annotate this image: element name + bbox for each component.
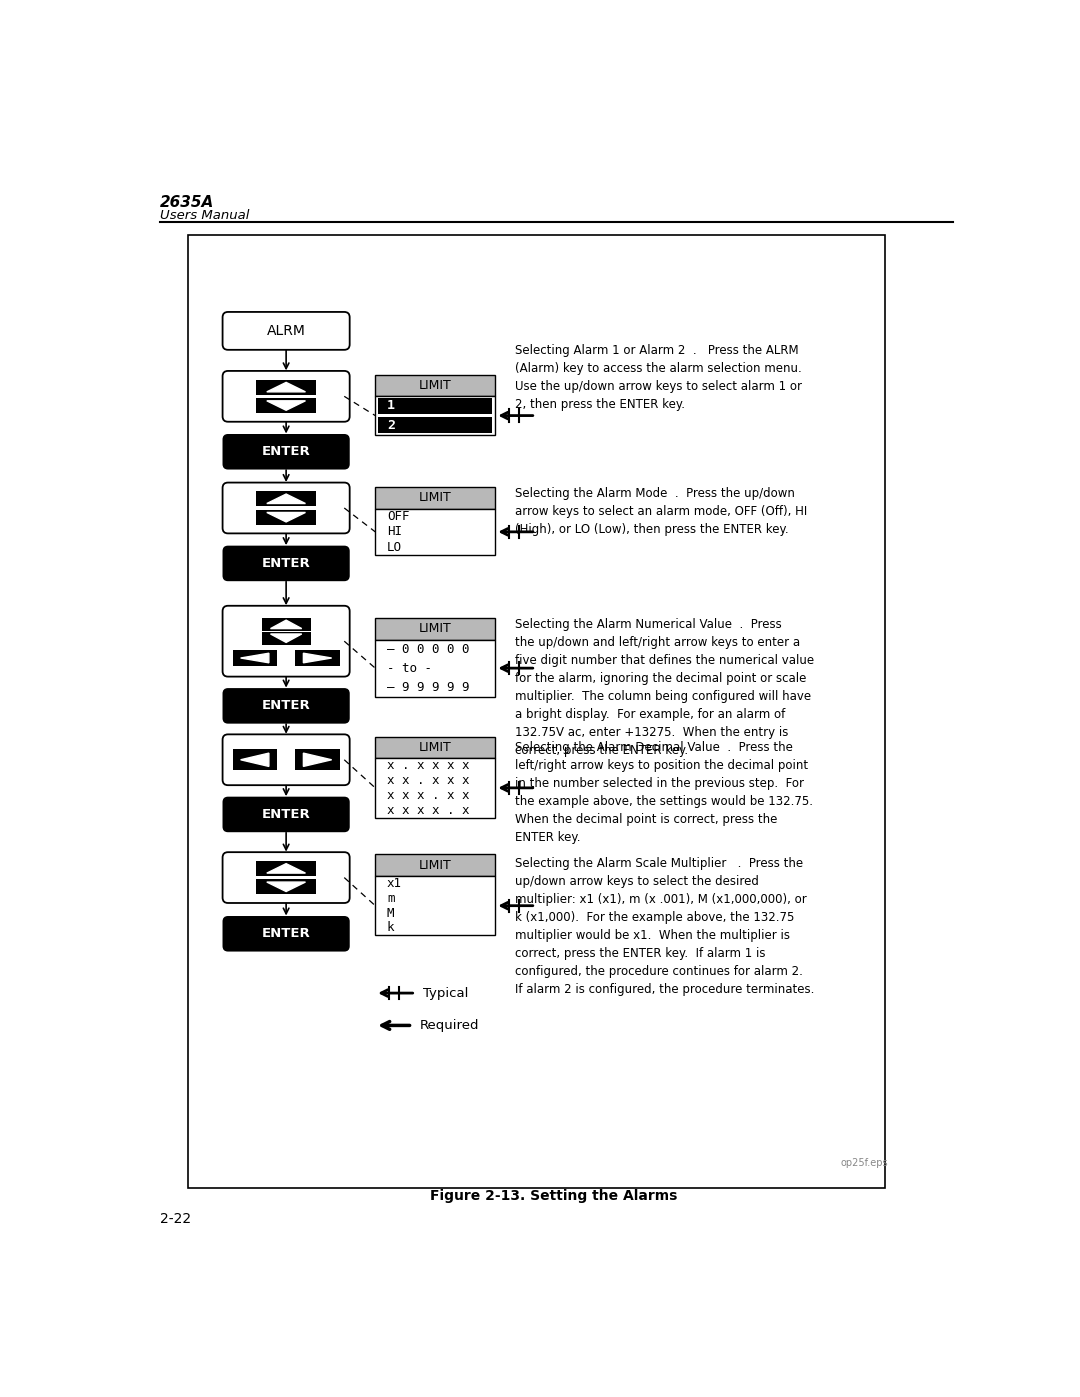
- FancyBboxPatch shape: [375, 640, 496, 697]
- Text: – 0 0 0 0 0: – 0 0 0 0 0: [387, 643, 470, 655]
- FancyBboxPatch shape: [222, 606, 350, 676]
- Text: ALRM: ALRM: [267, 324, 306, 338]
- FancyBboxPatch shape: [224, 689, 349, 722]
- FancyBboxPatch shape: [375, 488, 496, 509]
- FancyBboxPatch shape: [375, 876, 496, 936]
- Polygon shape: [267, 882, 306, 891]
- Polygon shape: [267, 401, 306, 411]
- Text: LIMIT: LIMIT: [419, 492, 451, 504]
- Text: – 9 9 9 9 9: – 9 9 9 9 9: [387, 680, 470, 694]
- FancyBboxPatch shape: [256, 879, 316, 894]
- Polygon shape: [267, 863, 306, 873]
- FancyBboxPatch shape: [261, 617, 311, 631]
- FancyBboxPatch shape: [375, 397, 496, 434]
- Text: Selecting the Alarm Scale Multiplier   .  Press the
up/down arrow keys to select: Selecting the Alarm Scale Multiplier . P…: [515, 856, 814, 996]
- Text: m: m: [387, 891, 394, 905]
- Text: Users Manual: Users Manual: [160, 210, 249, 222]
- FancyBboxPatch shape: [375, 509, 496, 555]
- Text: Figure 2-13. Setting the Alarms: Figure 2-13. Setting the Alarms: [430, 1189, 677, 1203]
- Text: LO: LO: [387, 541, 402, 553]
- FancyBboxPatch shape: [224, 916, 349, 951]
- Text: LIMIT: LIMIT: [419, 379, 451, 393]
- Text: x1: x1: [387, 877, 402, 890]
- FancyBboxPatch shape: [232, 749, 276, 770]
- FancyBboxPatch shape: [222, 482, 350, 534]
- Text: 1: 1: [387, 400, 395, 412]
- Text: LIMIT: LIMIT: [419, 740, 451, 754]
- FancyBboxPatch shape: [375, 736, 496, 759]
- Polygon shape: [270, 634, 301, 643]
- Text: ENTER: ENTER: [261, 557, 311, 570]
- Text: Selecting the Alarm Numerical Value  .  Press
the up/down and left/right arrow k: Selecting the Alarm Numerical Value . Pr…: [515, 617, 814, 757]
- Text: x x . x x x: x x . x x x: [387, 774, 470, 787]
- Text: ENTER: ENTER: [261, 700, 311, 712]
- FancyBboxPatch shape: [375, 374, 496, 397]
- FancyBboxPatch shape: [256, 861, 316, 876]
- FancyBboxPatch shape: [224, 434, 349, 469]
- Text: ENTER: ENTER: [261, 928, 311, 940]
- FancyBboxPatch shape: [296, 749, 339, 770]
- FancyBboxPatch shape: [224, 546, 349, 580]
- Text: ENTER: ENTER: [261, 446, 311, 458]
- FancyBboxPatch shape: [222, 372, 350, 422]
- FancyBboxPatch shape: [256, 492, 316, 506]
- Polygon shape: [267, 495, 306, 503]
- Text: 2: 2: [387, 419, 395, 432]
- Text: Selecting Alarm 1 or Alarm 2  .   Press the ALRM
(Alarm) key to access the alarm: Selecting Alarm 1 or Alarm 2 . Press the…: [515, 344, 801, 411]
- Text: k: k: [387, 922, 394, 935]
- Text: Typical: Typical: [423, 986, 469, 1000]
- Text: Selecting the Alarm Mode  .  Press the up/down
arrow keys to select an alarm mod: Selecting the Alarm Mode . Press the up/…: [515, 488, 807, 536]
- Text: - to -: - to -: [387, 662, 432, 675]
- Text: M: M: [387, 907, 394, 919]
- Text: x x x . x x: x x x . x x: [387, 789, 470, 802]
- Polygon shape: [267, 383, 306, 393]
- FancyBboxPatch shape: [375, 617, 496, 640]
- FancyBboxPatch shape: [256, 510, 316, 525]
- Text: OFF: OFF: [387, 510, 409, 522]
- Polygon shape: [241, 753, 269, 767]
- Polygon shape: [270, 620, 301, 629]
- FancyBboxPatch shape: [375, 855, 496, 876]
- Polygon shape: [303, 753, 332, 767]
- Text: HI: HI: [387, 525, 402, 538]
- Polygon shape: [241, 654, 269, 662]
- Polygon shape: [267, 513, 306, 522]
- Text: LIMIT: LIMIT: [419, 859, 451, 872]
- Text: x x x x . x: x x x x . x: [387, 803, 470, 817]
- FancyBboxPatch shape: [222, 312, 350, 349]
- FancyBboxPatch shape: [222, 852, 350, 902]
- Text: x . x x x x: x . x x x x: [387, 759, 470, 773]
- FancyBboxPatch shape: [232, 651, 276, 665]
- FancyBboxPatch shape: [256, 380, 316, 394]
- Text: 2635A: 2635A: [160, 194, 214, 210]
- FancyBboxPatch shape: [375, 759, 496, 817]
- Text: Selecting the Alarm Decimal Value  .  Press the
left/right arrow keys to positio: Selecting the Alarm Decimal Value . Pres…: [515, 742, 813, 844]
- FancyBboxPatch shape: [296, 651, 339, 665]
- FancyBboxPatch shape: [261, 631, 311, 645]
- FancyBboxPatch shape: [222, 735, 350, 785]
- Text: ENTER: ENTER: [261, 807, 311, 821]
- Polygon shape: [303, 654, 332, 662]
- FancyBboxPatch shape: [256, 398, 316, 414]
- Text: Required: Required: [420, 1018, 480, 1032]
- FancyBboxPatch shape: [224, 798, 349, 831]
- Text: 2-22: 2-22: [160, 1213, 191, 1227]
- FancyBboxPatch shape: [378, 398, 492, 414]
- FancyBboxPatch shape: [378, 418, 492, 433]
- Text: op25f.eps: op25f.eps: [840, 1158, 889, 1168]
- FancyBboxPatch shape: [188, 235, 886, 1187]
- Text: LIMIT: LIMIT: [419, 623, 451, 636]
